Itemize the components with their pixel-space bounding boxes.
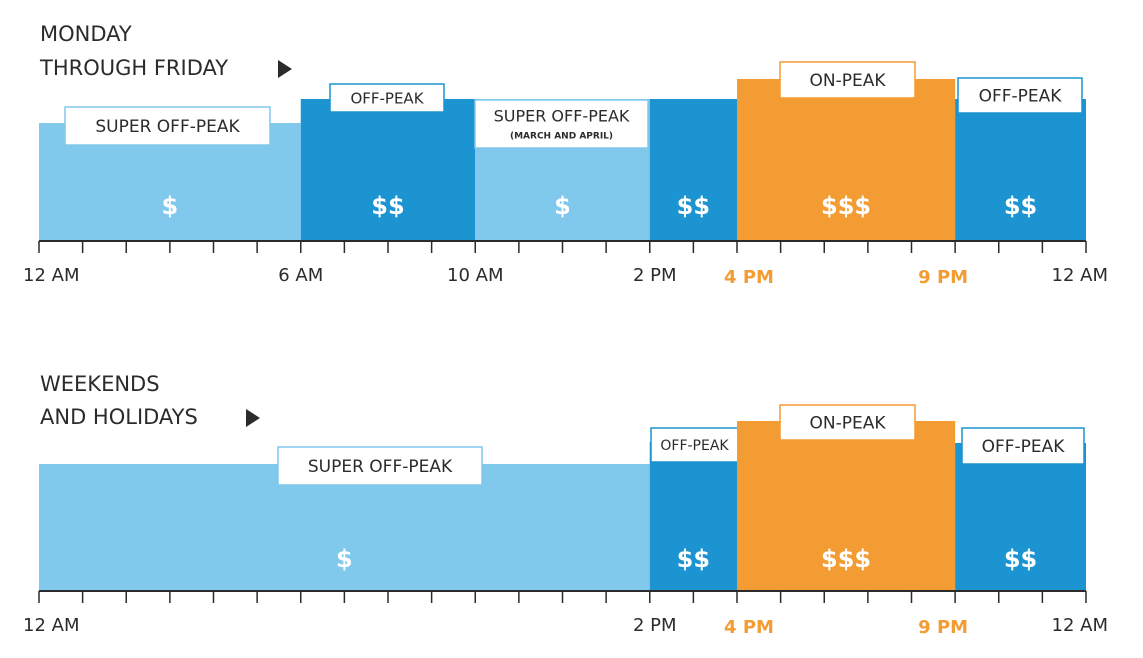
- time-label: 4 PM: [724, 267, 774, 288]
- label-box: [474, 99, 649, 149]
- label-box: [957, 77, 1083, 114]
- period-label: OFF-PEAK: [979, 87, 1063, 107]
- arrow-icon: [246, 409, 260, 427]
- time-label: 2 PM: [633, 615, 677, 636]
- price-level: $$: [371, 192, 404, 220]
- price-level: $$: [1004, 192, 1037, 220]
- price-level: $$: [1004, 545, 1037, 573]
- rate-segment: [649, 99, 737, 241]
- period-label: SUPER OFF-PEAK: [95, 117, 240, 137]
- label-box: [329, 83, 445, 113]
- period-label: SUPER OFF-PEAK: [494, 107, 630, 126]
- time-label: 12 AM: [23, 265, 79, 286]
- rate-segment: [955, 443, 1086, 591]
- rate-segment: [300, 99, 476, 241]
- time-label: 9 PM: [918, 267, 968, 288]
- label-box: [779, 61, 916, 99]
- period-label: OFF-PEAK: [350, 90, 424, 108]
- label-box: [779, 404, 916, 441]
- time-label: 12 AM: [23, 615, 79, 636]
- time-label: 6 AM: [278, 265, 323, 286]
- period-note: (MARCH AND APRIL): [510, 132, 613, 142]
- time-label: 9 PM: [918, 617, 968, 638]
- price-level: $$$: [821, 545, 871, 573]
- label-box: [64, 106, 271, 146]
- time-label: 10 AM: [447, 265, 503, 286]
- section-heading: AND HOLIDAYS: [40, 405, 198, 429]
- rate-segment: [737, 421, 956, 591]
- time-label: 12 AM: [1052, 615, 1108, 636]
- period-label: OFF-PEAK: [660, 438, 729, 454]
- label-box: [277, 446, 483, 486]
- period-label: SUPER OFF-PEAK: [308, 457, 453, 477]
- rate-segment: [649, 442, 737, 591]
- period-label: ON-PEAK: [809, 414, 886, 434]
- rate-segment: [737, 79, 956, 241]
- price-level: $$$: [821, 192, 871, 220]
- price-level: $$: [677, 192, 710, 220]
- time-label: 12 AM: [1052, 265, 1108, 286]
- section-heading: MONDAY: [40, 22, 132, 46]
- price-level: $: [554, 192, 571, 220]
- price-level: $$: [677, 545, 710, 573]
- price-level: $: [162, 192, 179, 220]
- arrow-icon: [278, 60, 292, 78]
- time-label: 4 PM: [724, 617, 774, 638]
- period-label: ON-PEAK: [809, 71, 886, 91]
- time-label: 2 PM: [633, 265, 677, 286]
- section-heading: WEEKENDS: [40, 372, 160, 396]
- section-heading: THROUGH FRIDAY: [39, 56, 228, 80]
- label-box: [961, 427, 1085, 465]
- label-box: [650, 427, 739, 463]
- period-label: OFF-PEAK: [982, 437, 1066, 457]
- price-level: $: [336, 545, 353, 573]
- rate-segment: [955, 99, 1086, 241]
